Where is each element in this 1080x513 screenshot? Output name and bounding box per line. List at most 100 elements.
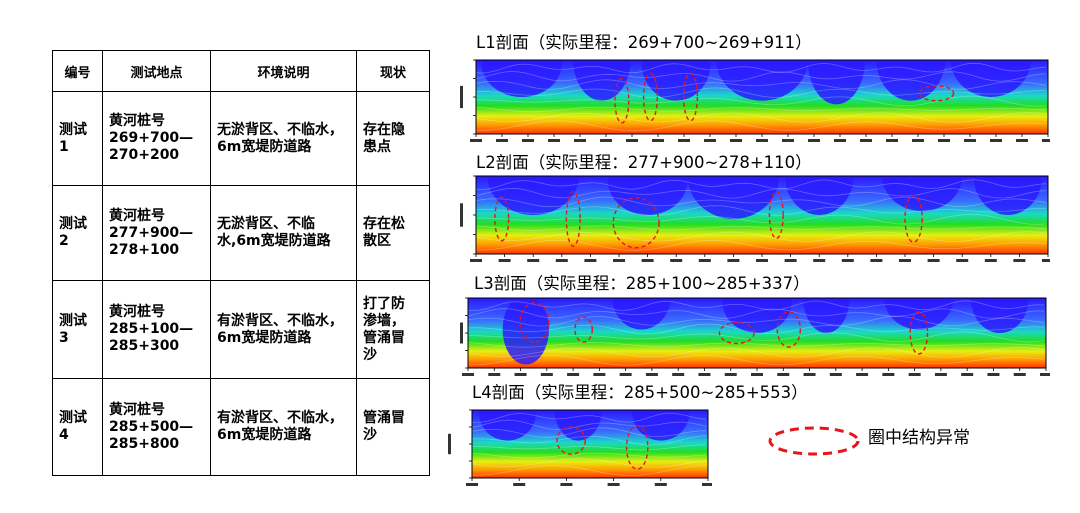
tick-mark <box>882 373 895 376</box>
axis-label-mark <box>448 433 451 455</box>
status-cell-line: 沙 <box>363 427 377 443</box>
environment-cell-line: 有淤背区、不临水， <box>217 410 343 426</box>
location-cell-line: 285+500— <box>109 418 194 435</box>
tick-mark <box>704 139 716 142</box>
location-cell-line: 黄河桩号 <box>109 401 165 418</box>
status-cell-line: 管涌冒 <box>363 329 405 346</box>
status-cell-line: 渗墙， <box>363 312 405 329</box>
location-cell-line: 285+100— <box>109 321 194 337</box>
location-cell-line: 269+700— <box>109 130 194 146</box>
tick-mark <box>641 259 654 262</box>
location-cell-line: 黄河桩号 <box>109 113 165 129</box>
profile-image-l2 <box>460 175 1050 262</box>
environment-cell: 无淤背区、不临水， 6m宽堤防道路 <box>210 91 357 186</box>
tick-mark <box>540 373 553 376</box>
tick-mark <box>702 483 712 486</box>
tick-mark <box>777 373 790 376</box>
low-zone <box>722 298 792 333</box>
anomaly-circle <box>718 321 755 345</box>
environment-cell-line: 6m宽堤防道路 <box>217 427 312 443</box>
status-cell-line: 管涌冒 <box>363 410 405 426</box>
tick-mark <box>990 139 1002 142</box>
test-id-cell: 测试 3 <box>52 280 103 379</box>
anomaly-circle <box>574 316 593 343</box>
tick-mark <box>782 139 794 142</box>
status-cell-line: 患点 <box>363 138 391 155</box>
anomaly-circle <box>682 72 699 122</box>
tick-mark <box>756 259 768 262</box>
location-cell-line: 285+800 <box>109 435 180 452</box>
anomaly-circle <box>768 190 784 240</box>
test-id-cell-line: 2 <box>59 233 69 249</box>
test-id-cell-line: 测试 <box>59 410 87 426</box>
tick-mark <box>834 139 846 142</box>
anomaly-circle <box>904 194 923 244</box>
tick-mark <box>899 259 911 262</box>
tick-mark <box>548 139 560 142</box>
tick-mark <box>1013 373 1026 376</box>
environment-cell: 有淤背区、不临水， 6m宽堤防道路 <box>210 280 357 379</box>
test-id-cell-line: 4 <box>59 427 69 443</box>
anomaly-circle <box>776 311 802 348</box>
low-zone <box>970 298 1029 333</box>
environment-cell-line: 6m宽堤防道路 <box>217 138 312 155</box>
table-header-row: 编号 测试地点 环境说明 现状 <box>52 50 430 92</box>
tick-mark <box>567 373 580 376</box>
status-cell-line: 沙 <box>363 346 377 363</box>
tick-mark <box>522 139 534 142</box>
low-zone <box>807 60 865 105</box>
tick-mark <box>574 139 586 142</box>
test-id-cell: 测试 2 <box>52 185 103 281</box>
anomaly-circle <box>612 197 660 249</box>
tick-mark <box>600 139 612 142</box>
status-cell-line: 存在松 <box>363 216 405 232</box>
low-zone <box>481 60 562 97</box>
tick-mark <box>652 139 664 142</box>
environment-cell-line: 水,6m宽堤防道路 <box>217 233 331 249</box>
low-zone <box>607 176 688 215</box>
low-zone <box>882 176 963 212</box>
tick-mark <box>513 483 526 486</box>
test-id-cell-line: 测试 <box>59 121 87 138</box>
tick-mark <box>856 373 869 376</box>
tick-mark <box>470 139 482 142</box>
anomaly-circle <box>556 426 586 455</box>
tick-mark <box>724 373 737 376</box>
tick-mark <box>698 259 711 262</box>
tick-mark <box>466 483 478 486</box>
header-id: 编号 <box>52 50 103 92</box>
tick-mark <box>756 139 768 142</box>
low-zone <box>876 60 946 101</box>
location-cell-line: 270+200 <box>109 147 180 163</box>
anomaly-circle <box>642 72 659 122</box>
tick-mark <box>860 139 872 142</box>
axis-label-mark <box>460 85 463 109</box>
status-cell: 存在隐 患点 <box>356 91 430 186</box>
profile-image-l3 <box>460 297 1050 376</box>
status-cell-line: 散区 <box>363 233 391 249</box>
tick-mark <box>613 259 625 262</box>
tick-mark <box>619 373 632 376</box>
tick-mark <box>961 373 974 376</box>
location-cell: 黄河桩号 269+700— 270+200 <box>102 91 211 186</box>
tick-mark <box>1013 259 1026 262</box>
profile-image-l1 <box>460 59 1050 142</box>
header-location: 测试地点 <box>102 50 211 92</box>
tick-mark <box>727 259 740 262</box>
tick-mark <box>841 259 854 262</box>
tick-mark <box>927 259 940 262</box>
test-id-cell-line: 测试 <box>59 216 87 232</box>
tick-mark <box>784 259 797 262</box>
tick-mark <box>584 259 597 262</box>
tick-mark <box>987 373 1000 376</box>
status-cell-line: 存在隐 <box>363 121 405 138</box>
status-cell-line: 打了防 <box>363 295 405 312</box>
environment-cell-line: 6m宽堤防道路 <box>217 329 312 346</box>
tick-mark <box>678 139 690 142</box>
location-cell: 黄河桩号 285+100— 285+300 <box>102 280 211 379</box>
tick-mark <box>912 139 924 142</box>
status-cell: 管涌冒沙 <box>356 378 430 476</box>
table-row: 测试 3 黄河桩号 285+100— 285+300 有淤背区、不临水， 6m宽堤防道路 打了… <box>52 280 430 379</box>
tick-mark <box>698 373 711 376</box>
test-id-cell-line: 3 <box>59 329 69 346</box>
